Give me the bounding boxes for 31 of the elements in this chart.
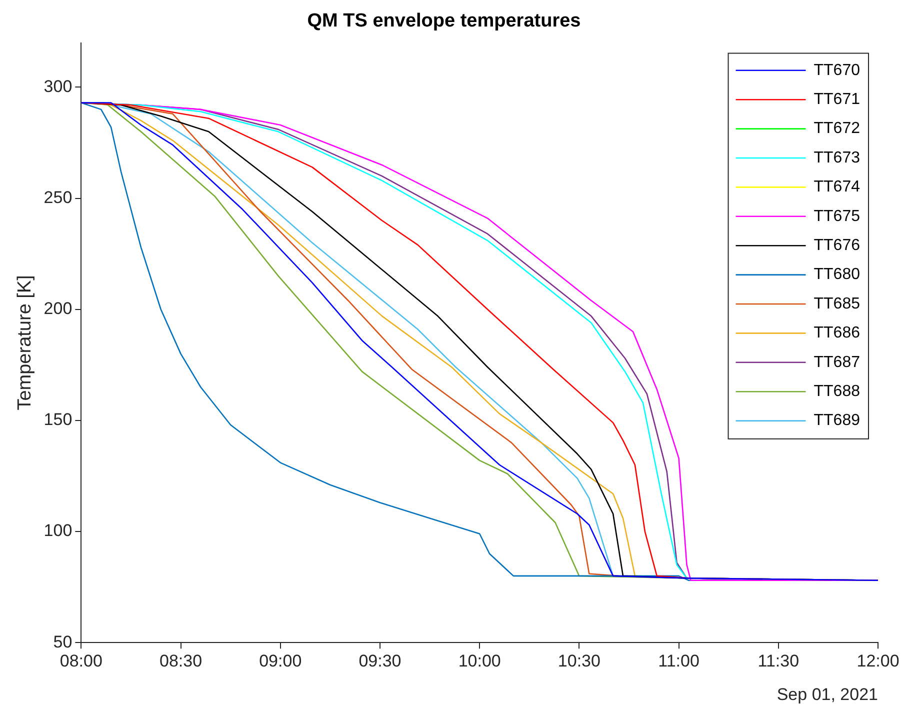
x-tick-label: 09:30 — [358, 651, 402, 670]
y-axis-title: Temperature [K] — [14, 275, 36, 410]
y-tick-label: 150 — [44, 410, 72, 430]
legend-label: TT672 — [814, 120, 860, 138]
x-tick-label: 11:30 — [758, 651, 800, 670]
legend-label: TT680 — [814, 266, 860, 284]
chart-title: QM TS envelope temperatures — [307, 10, 581, 32]
y-tick-label: 100 — [44, 521, 72, 540]
x-tick-label: 10:00 — [458, 651, 501, 670]
legend-label: TT687 — [814, 354, 860, 371]
y-tick-label: 250 — [44, 188, 72, 207]
legend-label: TT689 — [814, 412, 860, 430]
legend-label: TT688 — [814, 383, 860, 400]
legend-label: TT676 — [814, 237, 860, 254]
x-tick-label: 11:00 — [658, 651, 700, 670]
y-tick-label: 50 — [53, 632, 72, 652]
legend-label: TT671 — [814, 91, 860, 108]
y-tick-label: 200 — [44, 299, 72, 318]
legend-label: TT674 — [814, 178, 860, 196]
legend-label: TT685 — [814, 295, 860, 312]
x-tick-label: 08:30 — [159, 651, 202, 670]
y-tick-label: 300 — [44, 76, 72, 96]
legend-label: TT673 — [814, 149, 860, 166]
x-tick-label: 08:00 — [60, 651, 102, 670]
x-tick-label: 09:00 — [259, 651, 302, 670]
text: Sep 01, 2021 — [776, 684, 878, 704]
x-tick-label: 10:30 — [558, 651, 600, 670]
legend-label: TT675 — [814, 208, 860, 225]
x-tick-label: 12:00 — [856, 651, 900, 670]
legend-label: TT686 — [814, 324, 860, 342]
legend-label: TT670 — [814, 62, 860, 79]
